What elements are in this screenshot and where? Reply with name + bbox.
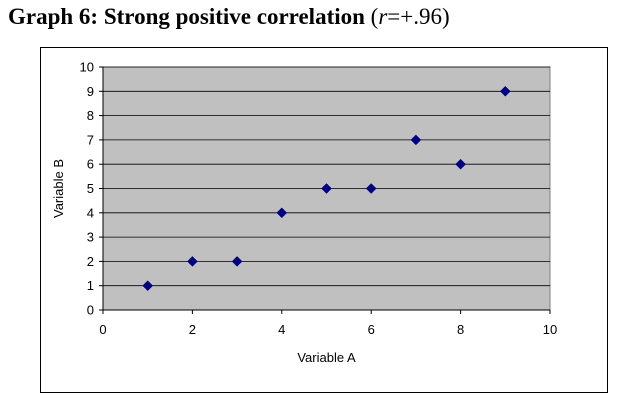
data-point-5 [321,183,332,194]
y-tick-label-10: 10 [80,60,94,75]
coefficient-value: =+.96) [387,4,450,29]
y-tick-label-5: 5 [87,181,94,196]
data-point-7 [410,134,422,146]
data-points [142,85,511,292]
x-tick-label-10: 10 [543,322,557,337]
tick-labels: 0 2 4 6 8 10 0 1 2 3 4 5 6 7 8 9 10 [80,60,558,338]
y-axis-label: Variable B [51,159,66,218]
x-axis-label: Variable A [297,350,356,365]
data-point-8 [455,158,466,170]
data-point-4 [276,207,288,219]
y-tick-label-6: 6 [87,157,94,172]
page-title: Graph 6: Strong positive correlation (r=… [8,4,450,30]
x-tick-label-0: 0 [99,322,106,337]
x-tick-label-2: 2 [189,322,196,337]
y-tick-label-3: 3 [87,230,94,245]
correlation-coefficient: (r=+.96) [371,4,450,29]
y-tick-label-1: 1 [87,278,94,293]
coefficient-symbol: r [378,4,388,29]
chart-title: Graph 6: Strong positive correlation [8,4,365,29]
data-point-9 [499,85,511,97]
y-tick-label-8: 8 [87,108,94,123]
gridlines [103,66,550,287]
y-tick-label-9: 9 [87,84,94,99]
data-point-3 [231,256,243,267]
y-tick-label-0: 0 [87,303,94,318]
x-tick-label-6: 6 [368,322,375,337]
x-tick-label-8: 8 [457,322,464,337]
data-point-6 [365,183,377,194]
y-tick-label-7: 7 [87,132,94,147]
data-point-2 [187,256,198,267]
coefficient-open-paren: ( [370,4,379,29]
x-tick-label-4: 4 [278,322,285,337]
data-point-1 [142,280,154,292]
y-tick-label-4: 4 [87,205,94,220]
y-tick-label-2: 2 [87,254,94,269]
